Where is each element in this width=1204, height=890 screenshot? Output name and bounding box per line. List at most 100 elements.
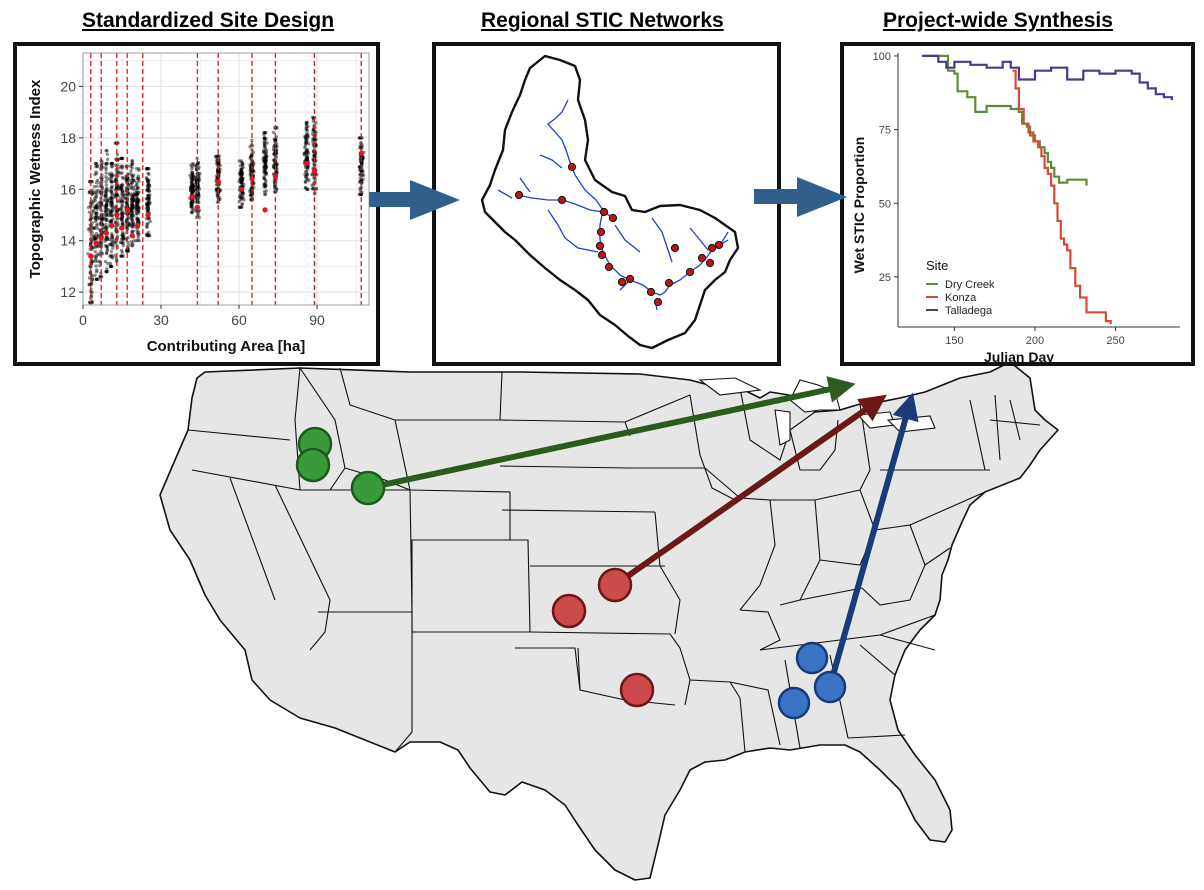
scatter-point [144, 216, 149, 221]
scatter-point [190, 201, 194, 206]
scatter-point [120, 211, 124, 215]
scatter-point [262, 176, 266, 180]
scatter-x-tick-label: 60 [231, 312, 247, 328]
stic-sensor-marker[interactable] [697, 253, 707, 263]
scatter-point [95, 212, 99, 216]
scatter-point [131, 229, 135, 233]
scatter-point [104, 238, 108, 242]
stic-sensor-marker[interactable] [596, 227, 606, 237]
konza-series-line [1012, 69, 1112, 325]
scatter-point [110, 213, 115, 217]
scatter-point [134, 199, 139, 203]
dry-creek-site-marker[interactable] [350, 470, 386, 506]
dry-creek-sites [295, 426, 386, 506]
scatter-point [110, 191, 114, 196]
scatter-point [311, 129, 315, 133]
scatter-point [261, 160, 266, 164]
scatter-point [194, 209, 198, 213]
stic-sensor-marker[interactable] [653, 297, 663, 307]
scatter-point [214, 162, 219, 166]
stic-sensor-marker[interactable] [625, 274, 635, 284]
scatter-point [238, 171, 242, 175]
scatter-point [104, 218, 108, 223]
scatter-point [133, 193, 138, 197]
talladega-site-marker[interactable] [795, 641, 829, 675]
scatter-gridlines [83, 53, 369, 305]
scatter-point [96, 234, 100, 238]
scatter-point [250, 154, 254, 158]
scatter-point [218, 188, 223, 192]
scatter-point [146, 200, 150, 204]
stic-sensor-marker[interactable] [705, 258, 715, 268]
scatter-point [262, 131, 266, 135]
scatter-point [146, 202, 151, 207]
scatter-point [190, 187, 195, 191]
scatter-point [137, 199, 141, 203]
scatter-point [105, 213, 109, 217]
stic-sensor-marker[interactable] [617, 277, 627, 287]
scatter-point [359, 178, 364, 182]
stic-sensor-marker[interactable] [707, 243, 717, 253]
stic-sensor-marker[interactable] [670, 243, 680, 253]
konza-site-marker[interactable] [551, 593, 587, 629]
stic-sensor-marker[interactable] [604, 262, 614, 272]
scatter-point [136, 218, 140, 222]
scatter-point [147, 233, 152, 238]
scatter-point [130, 173, 134, 178]
konza-site-marker[interactable] [597, 567, 633, 603]
stic-sensor-marker[interactable] [597, 250, 607, 260]
konza-site-marker[interactable] [619, 672, 655, 708]
scatter-point [148, 193, 152, 197]
scatter-point [135, 201, 139, 205]
stic-sensor-marker[interactable] [599, 207, 609, 217]
scatter-point [314, 143, 318, 148]
scatter-point [129, 169, 133, 173]
stic-sensor-marker[interactable] [514, 190, 524, 200]
talladega-site-marker[interactable] [777, 686, 811, 720]
stic-sensor-marker[interactable] [685, 267, 695, 277]
scatter-point [313, 177, 317, 181]
stic-sensor-marker[interactable] [608, 213, 618, 223]
scatter-point [119, 156, 123, 161]
scatter-point [262, 144, 267, 148]
scatter-point [130, 197, 134, 201]
scatter-point [238, 177, 242, 181]
scatter-point [109, 195, 114, 199]
stic-sensor-marker[interactable] [664, 278, 674, 288]
scatter-point [214, 159, 219, 163]
scatter-point [189, 176, 194, 180]
scatter-point [304, 140, 309, 145]
line-y-tick-label: 100 [873, 51, 891, 63]
scatter-point [147, 189, 152, 193]
scatter-point [263, 137, 267, 141]
legend-title: Site [926, 258, 948, 273]
stic-sensor-marker[interactable] [646, 287, 656, 297]
scatter-point [94, 277, 99, 281]
scatter-point [146, 208, 150, 212]
scatter-point [104, 165, 108, 170]
scatter-point [96, 252, 100, 256]
scatter-point [105, 237, 110, 241]
talladega-site-marker[interactable] [813, 670, 847, 704]
scatter-point [112, 194, 117, 198]
scatter-point [146, 180, 151, 184]
scatter-point [103, 209, 108, 214]
scatter-point [217, 169, 221, 174]
scatter-point [137, 232, 141, 236]
scatter-point [264, 166, 268, 170]
stic-sensor-marker[interactable] [595, 241, 605, 251]
scatter-point [145, 202, 149, 207]
scatter-point [263, 181, 268, 186]
stic-sensor-marker[interactable] [567, 162, 577, 172]
stic-sensor-marker[interactable] [557, 195, 567, 205]
dry-creek-site-marker[interactable] [295, 447, 331, 483]
scatter-point [131, 204, 135, 208]
scatter-point [100, 177, 104, 182]
scatter-point [104, 191, 109, 195]
scatter-point [124, 185, 128, 190]
scatter-point [119, 186, 123, 191]
scatter-point [92, 216, 97, 220]
stic-sensor-marker[interactable] [714, 240, 724, 250]
scatter-selected-point [304, 161, 310, 167]
scatter-point [263, 158, 267, 162]
